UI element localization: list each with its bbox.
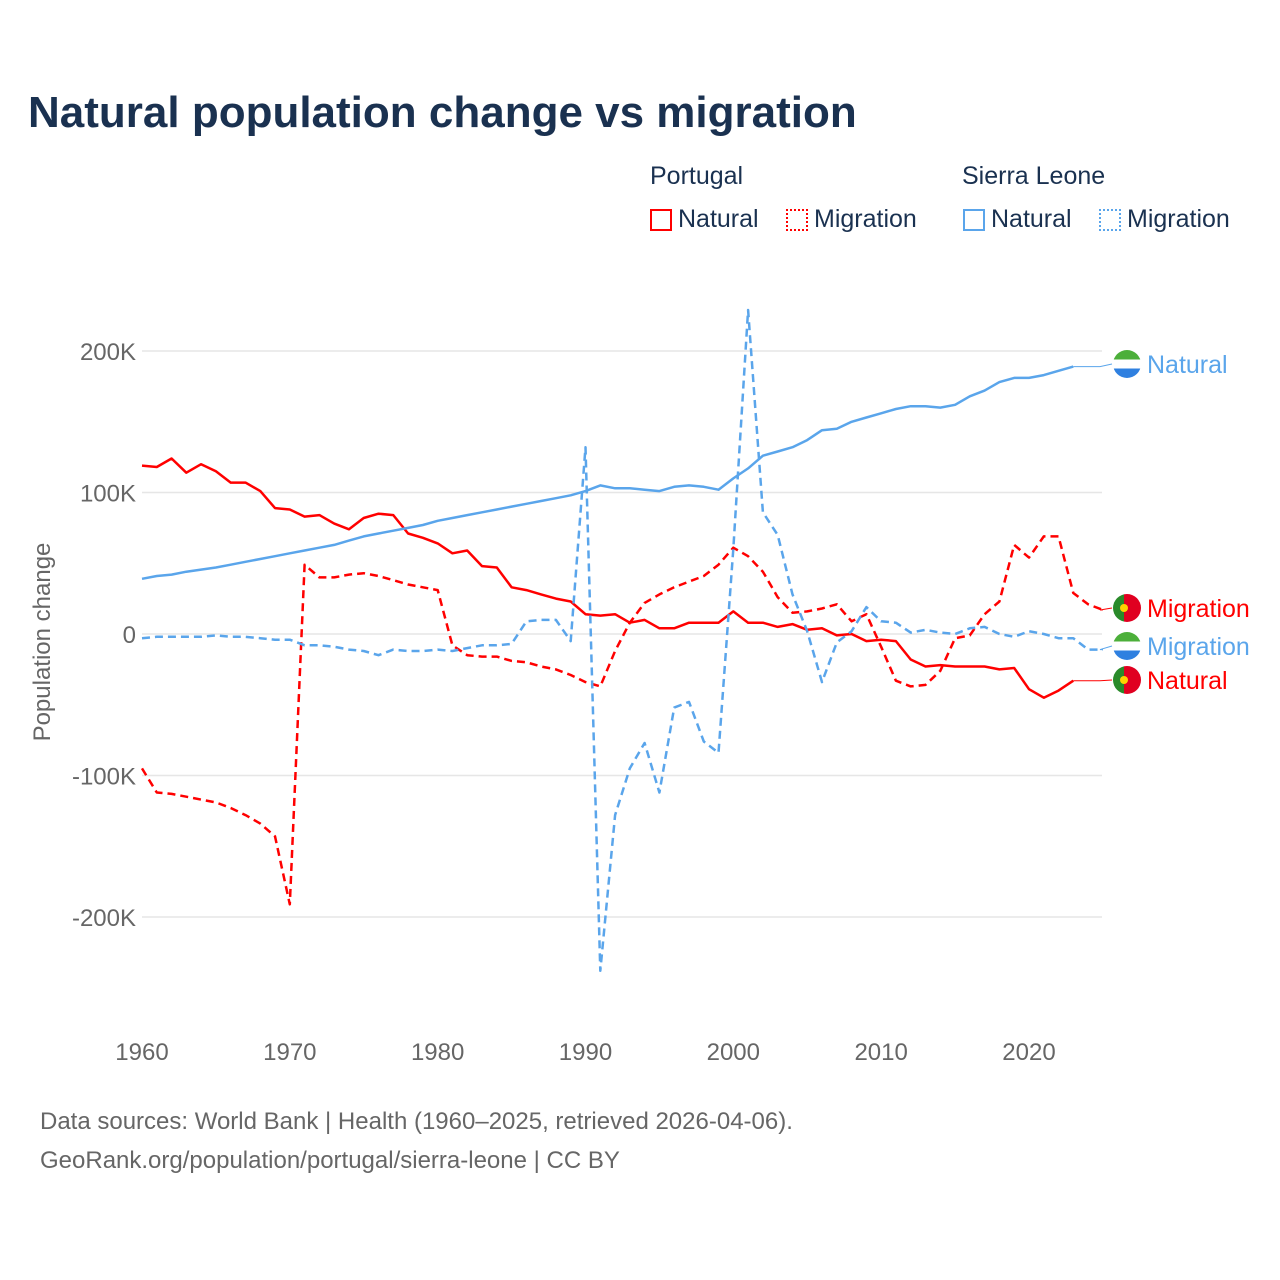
flag-white xyxy=(1113,359,1141,369)
x-tick-label: 2020 xyxy=(1002,1039,1055,1066)
series-line-sierra-leone-natural xyxy=(141,365,1074,581)
legend-label: Migration xyxy=(814,205,917,233)
series-line-sierra-leone-migration xyxy=(141,308,1103,973)
legend-swatch-solid xyxy=(650,208,672,231)
flag-green xyxy=(1113,594,1124,622)
flag-red xyxy=(1124,666,1141,694)
sierra-leone-flag-icon xyxy=(1113,350,1141,378)
series-line-portugal-natural xyxy=(141,457,1074,699)
y-axis-label: Population change xyxy=(29,543,56,742)
x-tick-label: 1970 xyxy=(263,1039,316,1066)
series-line-portugal-migration xyxy=(140,535,1104,906)
flag-green xyxy=(1113,666,1124,694)
label-connector xyxy=(1099,607,1113,611)
x-tick-label: 1960 xyxy=(115,1039,168,1066)
legend-swatch-dotted xyxy=(1099,208,1121,231)
legend-group-portugal: Portugal xyxy=(650,162,744,190)
legend-item-sierra-leone-migration[interactable]: Migration xyxy=(1099,205,1230,234)
legend-group-sierra-leone: Sierra Leone xyxy=(962,162,1106,190)
x-tick-label: 2000 xyxy=(707,1039,760,1066)
legend-label: Migration xyxy=(1127,205,1230,233)
chart-title: Natural population change vs migration xyxy=(28,88,857,137)
sierra-leone-flag-icon xyxy=(1113,632,1141,660)
legend-item-sierra-leone-natural[interactable]: Natural xyxy=(963,205,1072,234)
legend-item-portugal-natural[interactable]: Natural xyxy=(650,205,759,234)
source-url[interactable]: GeoRank.org/population/portugal/sierra-l… xyxy=(40,1147,620,1174)
series-end-label: Natural xyxy=(1147,667,1228,695)
portugal-flag-icon xyxy=(1113,666,1141,694)
flag-emblem xyxy=(1120,676,1128,684)
y-tick-label: 0 xyxy=(123,622,136,649)
flag-emblem xyxy=(1120,604,1128,612)
legend-item-portugal-migration[interactable]: Migration xyxy=(786,205,917,234)
source-note: Data sources: World Bank | Health (1960–… xyxy=(40,1108,793,1135)
legend-label: Natural xyxy=(678,205,759,233)
flag-red xyxy=(1124,594,1141,622)
portugal-flag-icon xyxy=(1113,594,1141,622)
series-end-label: Natural xyxy=(1147,351,1228,379)
flag-blue xyxy=(1113,650,1141,660)
flag-green xyxy=(1113,350,1141,360)
series-end-label: Migration xyxy=(1147,633,1250,661)
y-tick-label: 200K xyxy=(80,339,136,366)
flag-white xyxy=(1113,641,1141,651)
series-end-label: Migration xyxy=(1147,595,1250,623)
label-connector xyxy=(1073,679,1113,682)
legend-label: Natural xyxy=(991,205,1072,233)
legend-swatch-solid xyxy=(963,208,985,231)
legend-swatch-dotted xyxy=(786,208,808,231)
label-connector xyxy=(1099,645,1113,651)
x-tick-label: 1990 xyxy=(559,1039,612,1066)
y-tick-label: -100K xyxy=(72,764,136,791)
flag-green xyxy=(1113,632,1141,642)
x-tick-label: 2010 xyxy=(854,1039,907,1066)
label-connector xyxy=(1073,363,1113,368)
x-tick-label: 1980 xyxy=(411,1039,464,1066)
flag-blue xyxy=(1113,368,1141,378)
y-tick-label: 100K xyxy=(80,481,136,508)
y-tick-label: -200K xyxy=(72,905,136,932)
